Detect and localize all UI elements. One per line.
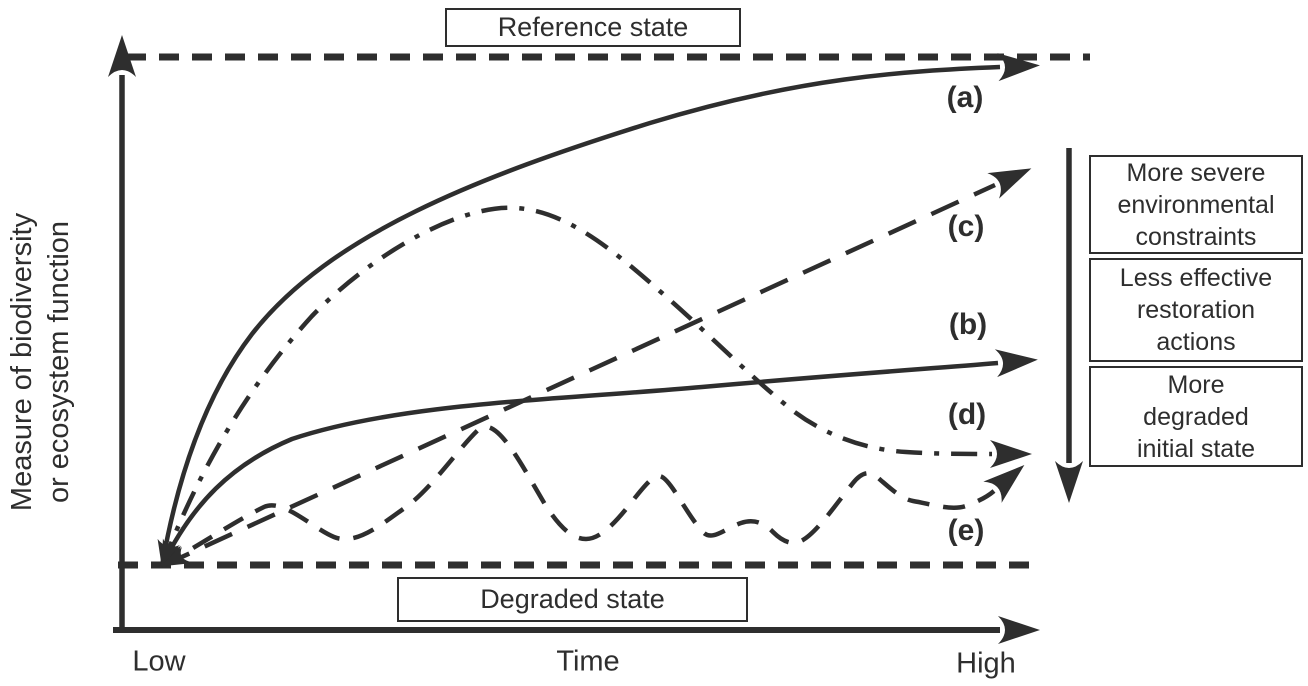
side-box-initial-state: More degraded initial state [1089, 366, 1303, 467]
side-box-environmental-constraints: More severe environmental constraints [1089, 155, 1303, 254]
reference-state-label: Reference state [497, 12, 689, 42]
y-axis-label: Measure of biodiversity or ecosystem fun… [6, 212, 75, 512]
trajectory-curves [157, 53, 1040, 569]
curve-b-label: (b) [948, 308, 988, 341]
reference-state-box: Reference state [445, 8, 741, 47]
curve-c-label: (c) [947, 210, 985, 243]
degraded-state-label: Degraded state [480, 584, 665, 614]
degraded-state-box: Degraded state [397, 577, 748, 622]
x-axis-title: Time [556, 645, 620, 678]
curve-c [161, 168, 1032, 569]
curve-b [159, 349, 1038, 567]
curve-d [159, 205, 1032, 567]
side-box-restoration-actions-label: Less effective restoration actions [1119, 264, 1273, 356]
curve-d-label: (d) [947, 398, 987, 431]
side-box-initial-state-label: More degraded initial state [1136, 370, 1256, 463]
curve-a [157, 53, 1040, 567]
curve-a-label: (a) [946, 81, 984, 114]
curve-e [160, 424, 1025, 568]
x-axis-high-label: High [956, 647, 1016, 680]
x-axis-low-label: Low [132, 645, 186, 678]
side-box-restoration-actions: Less effective restoration actions [1089, 258, 1303, 362]
curve-e-label: (e) [947, 514, 985, 547]
side-box-environmental-constraints-label: More severe environmental constraints [1117, 158, 1275, 251]
